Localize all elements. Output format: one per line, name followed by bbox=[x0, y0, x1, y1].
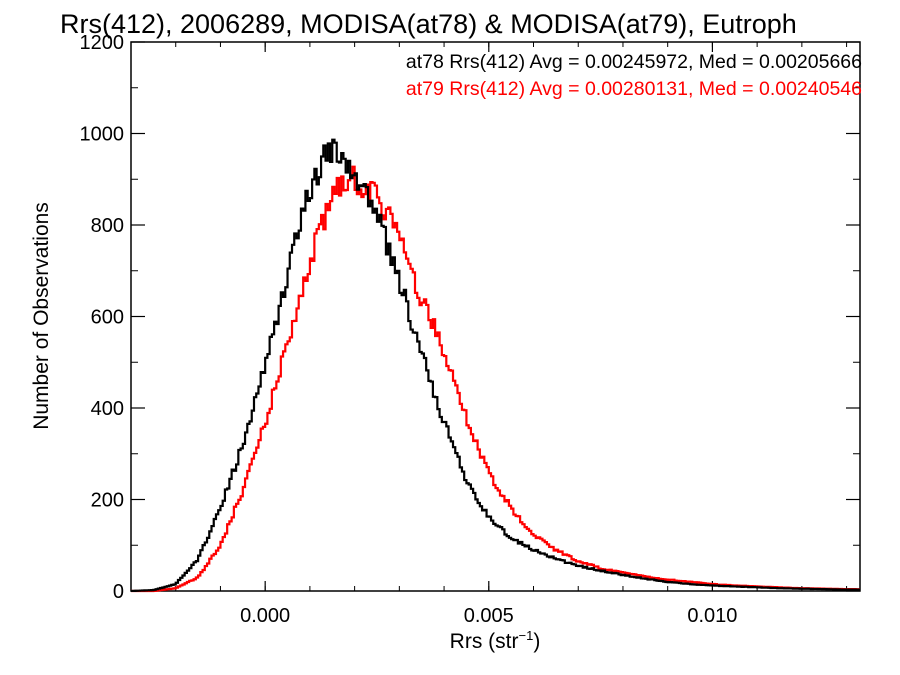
y-tick-label: 400 bbox=[91, 398, 124, 420]
legend: at78 Rrs(412) Avg = 0.00245972, Med = 0.… bbox=[406, 51, 862, 100]
y-tick-label: 1000 bbox=[80, 124, 125, 146]
x-axis-label-close: ) bbox=[533, 630, 540, 653]
y-tick-label: 200 bbox=[91, 490, 124, 512]
x-axis-label-superscript: −1 bbox=[519, 628, 534, 643]
series-at79-histogram bbox=[131, 165, 860, 593]
axis-ticks: 0.000 0.005 0.010 0 200 400 600 800 1000 1200 bbox=[80, 32, 860, 627]
legend-entry-at79: at79 Rrs(412) Avg = 0.00280131, Med = 0.… bbox=[406, 78, 862, 100]
y-axis-label: Number of Observations bbox=[30, 202, 53, 430]
plot-axes bbox=[130, 41, 861, 592]
x-tick-label: 0.000 bbox=[240, 605, 290, 627]
series-layer bbox=[131, 138, 860, 593]
y-tick-label: 800 bbox=[91, 215, 124, 237]
y-tick-label: 1200 bbox=[80, 32, 125, 54]
y-tick-label: 0 bbox=[113, 581, 124, 603]
x-axis-label-base: Rrs (str bbox=[450, 630, 519, 653]
x-axis-label: Rrs (str−1) bbox=[450, 628, 541, 653]
chart-title: Rrs(412), 2006289, MODISA(at78) & MODISA… bbox=[60, 9, 797, 39]
y-tick-label: 600 bbox=[91, 307, 124, 329]
x-tick-label: 0.010 bbox=[687, 605, 737, 627]
series-at78-histogram bbox=[131, 138, 860, 593]
plot-frame bbox=[130, 41, 861, 592]
legend-entry-at78: at78 Rrs(412) Avg = 0.00245972, Med = 0.… bbox=[406, 51, 862, 73]
x-tick-label: 0.005 bbox=[464, 605, 514, 627]
